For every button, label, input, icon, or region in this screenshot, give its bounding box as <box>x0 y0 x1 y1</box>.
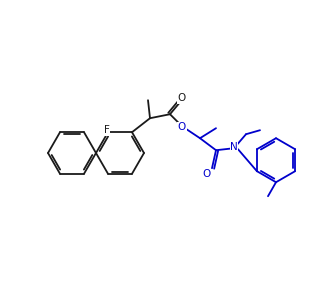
Text: F: F <box>104 125 110 135</box>
Text: N: N <box>230 142 238 152</box>
Text: O: O <box>178 93 186 103</box>
Text: O: O <box>203 169 211 179</box>
Text: O: O <box>178 122 186 132</box>
